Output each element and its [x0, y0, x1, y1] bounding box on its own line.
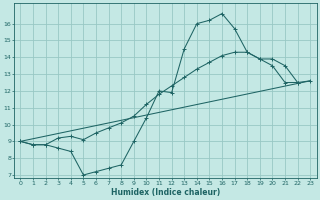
X-axis label: Humidex (Indice chaleur): Humidex (Indice chaleur)	[111, 188, 220, 197]
